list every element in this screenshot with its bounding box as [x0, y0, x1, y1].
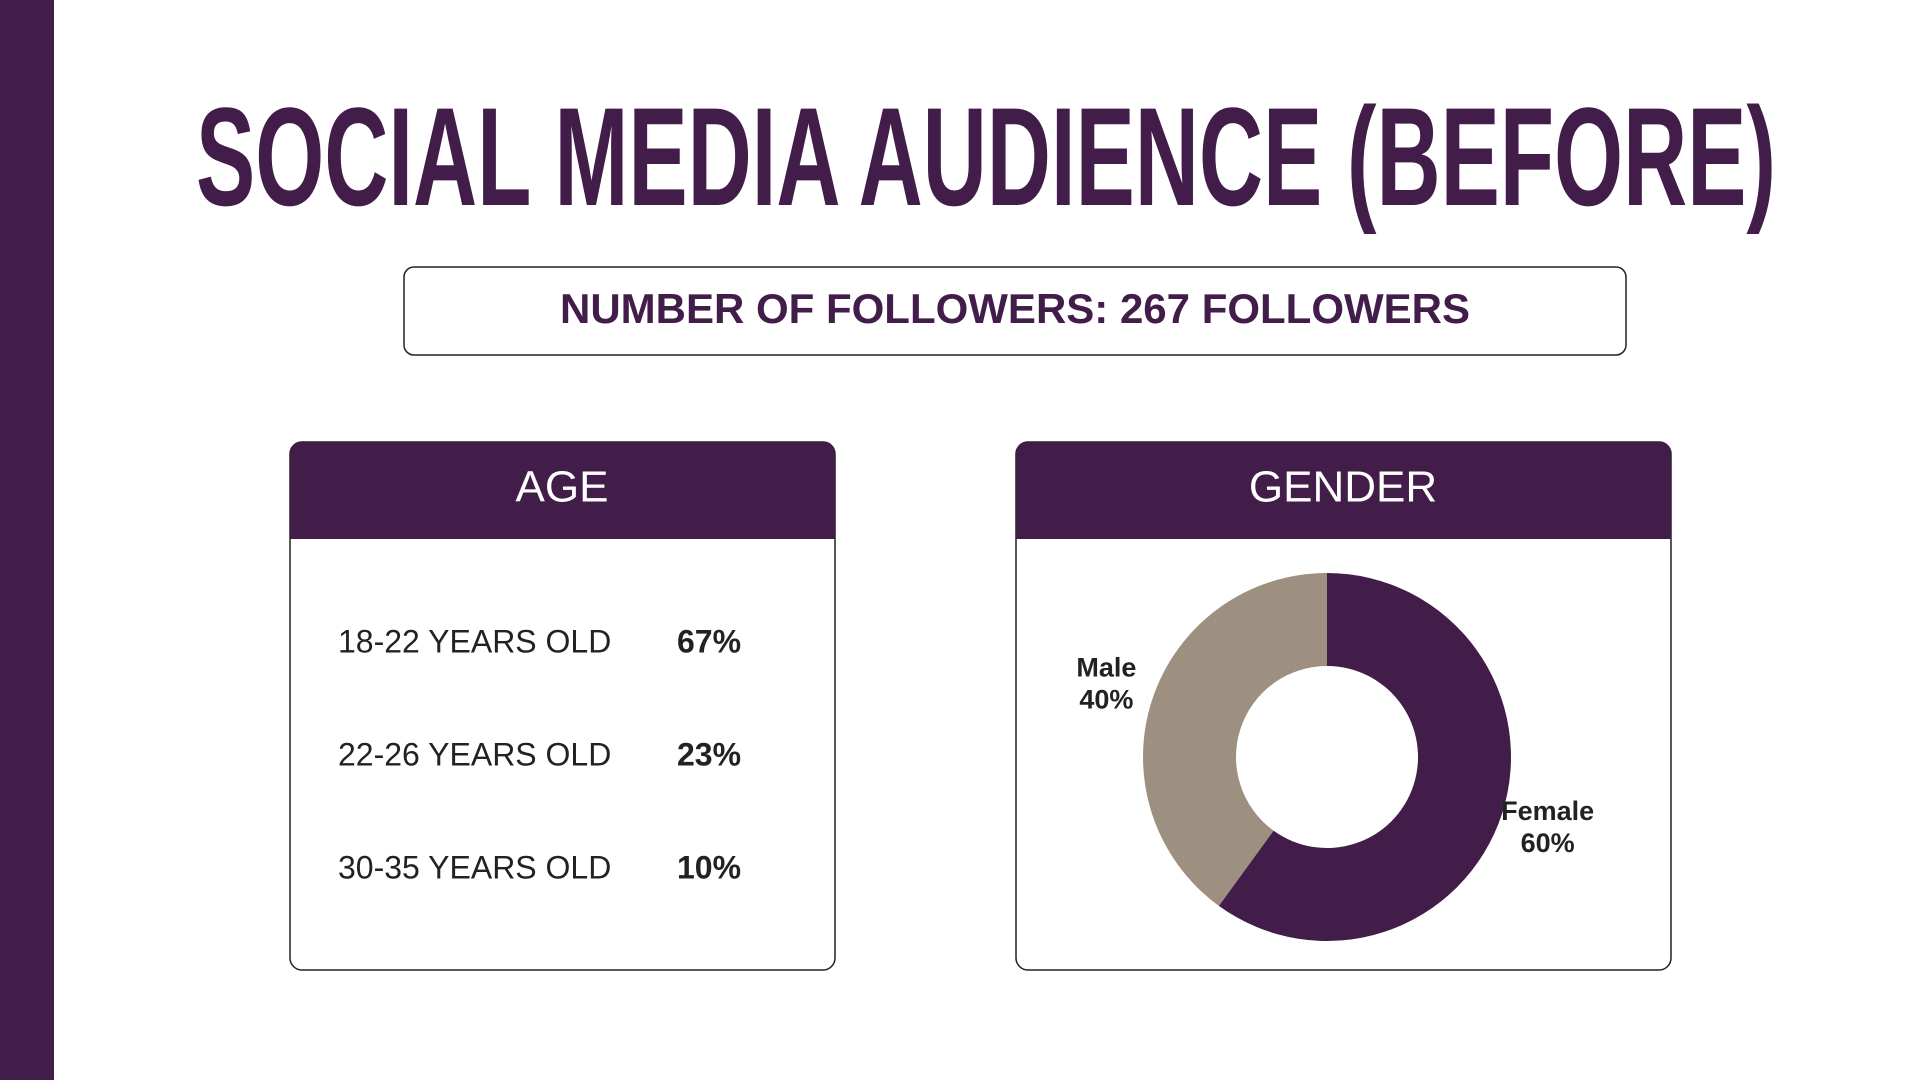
- donut-slice: [1218, 573, 1512, 942]
- slice-value: 60%: [1521, 828, 1575, 858]
- subtitle: NUMBER OF FOLLOWERS: 267 FOLLOWERS: [560, 285, 1470, 332]
- side-bar: [0, 0, 54, 1080]
- age-range: 18-22 YEARS OLD: [338, 623, 611, 659]
- age-range: 22-26 YEARS OLD: [338, 736, 611, 772]
- title: SOCIAL MEDIA AUDIENCE (BEFORE): [196, 78, 1776, 235]
- age-table: 18-22 YEARS OLD 67% 22-26 YEARS OLD 23% 30-3…: [338, 623, 741, 885]
- age-percent: 67%: [677, 623, 741, 659]
- age-range: 30-35 YEARS OLD: [338, 849, 611, 885]
- subtitle-box: [403, 266, 1627, 356]
- donut-slice: [1143, 573, 1327, 906]
- age-percent: 10%: [677, 849, 741, 885]
- age-header-text: AGE: [516, 463, 609, 512]
- slice-label: Male: [1076, 652, 1136, 682]
- gender-header: [1016, 442, 1671, 539]
- age-header: [290, 442, 835, 539]
- slice-value: 40%: [1079, 684, 1133, 714]
- age-percent: 23%: [677, 736, 741, 772]
- slice-label: Female: [1501, 796, 1594, 826]
- gender-header-text: GENDER: [1249, 463, 1437, 512]
